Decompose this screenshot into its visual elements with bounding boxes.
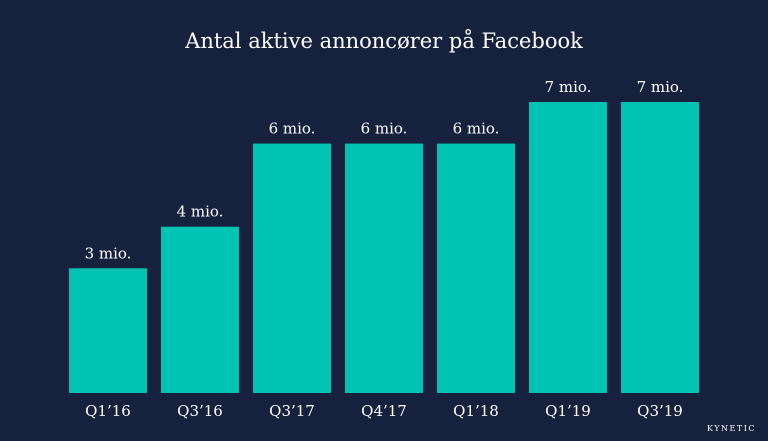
- value-label-7: 7 mio.: [637, 78, 684, 96]
- x-tick-label-6: Q1’19: [545, 402, 591, 420]
- x-tick-label-1: Q1’16: [85, 402, 131, 420]
- value-label-4: 6 mio.: [361, 120, 408, 138]
- bar-1: [69, 268, 147, 393]
- value-label-3: 6 mio.: [269, 120, 316, 138]
- value-label-1: 3 mio.: [85, 244, 132, 262]
- value-label-2: 4 mio.: [177, 203, 224, 221]
- bar-5: [437, 143, 515, 393]
- x-tick-label-7: Q3’19: [637, 402, 683, 420]
- bar-7: [621, 102, 699, 393]
- bar-6: [529, 102, 607, 393]
- x-tick-label-4: Q4’17: [361, 402, 407, 420]
- bar-2: [161, 226, 239, 393]
- bar-3: [253, 143, 331, 393]
- chart-title: Antal aktive annoncører på Facebook: [184, 29, 583, 53]
- value-label-6: 7 mio.: [545, 78, 592, 96]
- value-label-5: 6 mio.: [453, 120, 500, 138]
- bars-group: 3 mio. Q1’16 4 mio. Q3’16 6 mio. Q3’17 6 mio. Q…: [69, 78, 699, 420]
- brand-logo: KYNETIC: [707, 424, 756, 433]
- bar-4: [345, 143, 423, 393]
- x-tick-label-2: Q3’16: [177, 402, 223, 420]
- x-tick-label-3: Q3’17: [269, 402, 315, 420]
- x-tick-label-5: Q1’18: [453, 402, 499, 420]
